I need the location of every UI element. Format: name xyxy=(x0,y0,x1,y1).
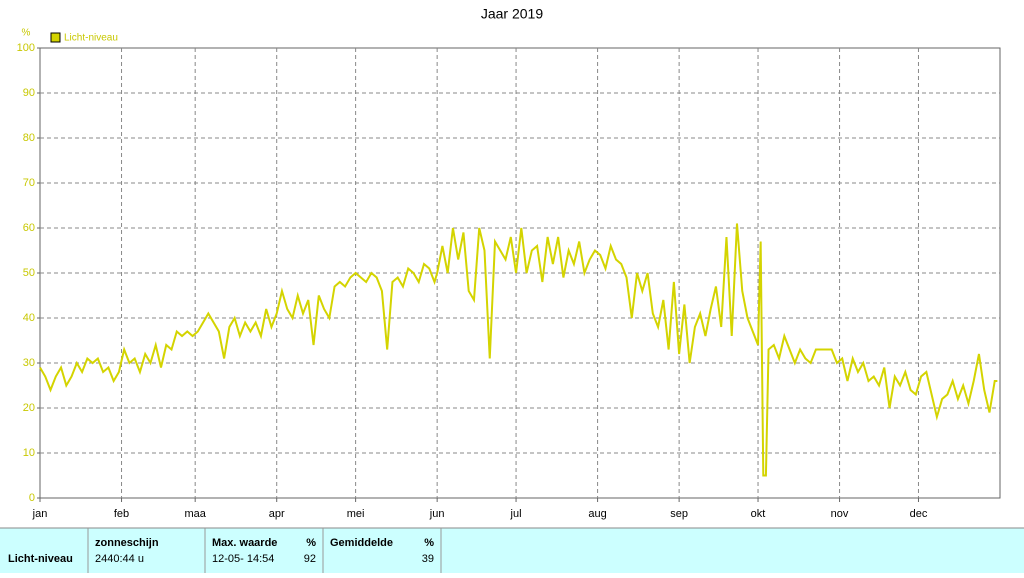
y-tick-label: 10 xyxy=(23,447,35,459)
chart-title: Jaar 2019 xyxy=(481,6,543,22)
y-tick-label: 60 xyxy=(23,222,35,234)
table-header: % xyxy=(424,537,434,549)
y-tick-label: 0 xyxy=(29,492,35,504)
table-bg xyxy=(0,528,1024,573)
data-line xyxy=(39,223,998,477)
x-tick-label: okt xyxy=(751,508,766,520)
y-tick-label: 20 xyxy=(23,402,35,414)
x-tick-label: maa xyxy=(184,508,206,520)
table-cell: 12-05- 14:54 xyxy=(212,553,274,565)
y-tick-label: 30 xyxy=(23,357,35,369)
y-tick-label: 100 xyxy=(17,42,35,54)
y-tick-label: 50 xyxy=(23,267,35,279)
x-tick-label: jan xyxy=(32,508,48,520)
legend-label: Licht-niveau xyxy=(64,33,118,44)
row-label: Licht-niveau xyxy=(8,553,73,565)
table-cell: 2440:44 u xyxy=(95,553,144,565)
table-header: Gemiddelde xyxy=(330,537,393,549)
x-tick-label: jul xyxy=(510,508,522,520)
y-unit: % xyxy=(22,28,31,39)
y-tick-label: 80 xyxy=(23,132,35,144)
table-cell: 92 xyxy=(304,553,316,565)
x-tick-label: sep xyxy=(670,508,688,520)
x-tick-label: feb xyxy=(114,508,129,520)
x-tick-label: dec xyxy=(910,508,928,520)
y-tick-label: 90 xyxy=(23,87,35,99)
x-tick-label: aug xyxy=(588,508,606,520)
table-cell: 39 xyxy=(422,553,434,565)
table-header: Max. waarde xyxy=(212,537,277,549)
x-tick-label: mei xyxy=(347,508,365,520)
y-tick-label: 40 xyxy=(23,312,35,324)
x-tick-label: apr xyxy=(269,508,285,520)
table-header: zonneschijn xyxy=(95,537,159,549)
table-header: % xyxy=(306,537,316,549)
legend-swatch xyxy=(50,32,61,43)
x-tick-label: nov xyxy=(831,508,849,520)
x-tick-label: jun xyxy=(429,508,445,520)
y-tick-label: 70 xyxy=(23,177,35,189)
